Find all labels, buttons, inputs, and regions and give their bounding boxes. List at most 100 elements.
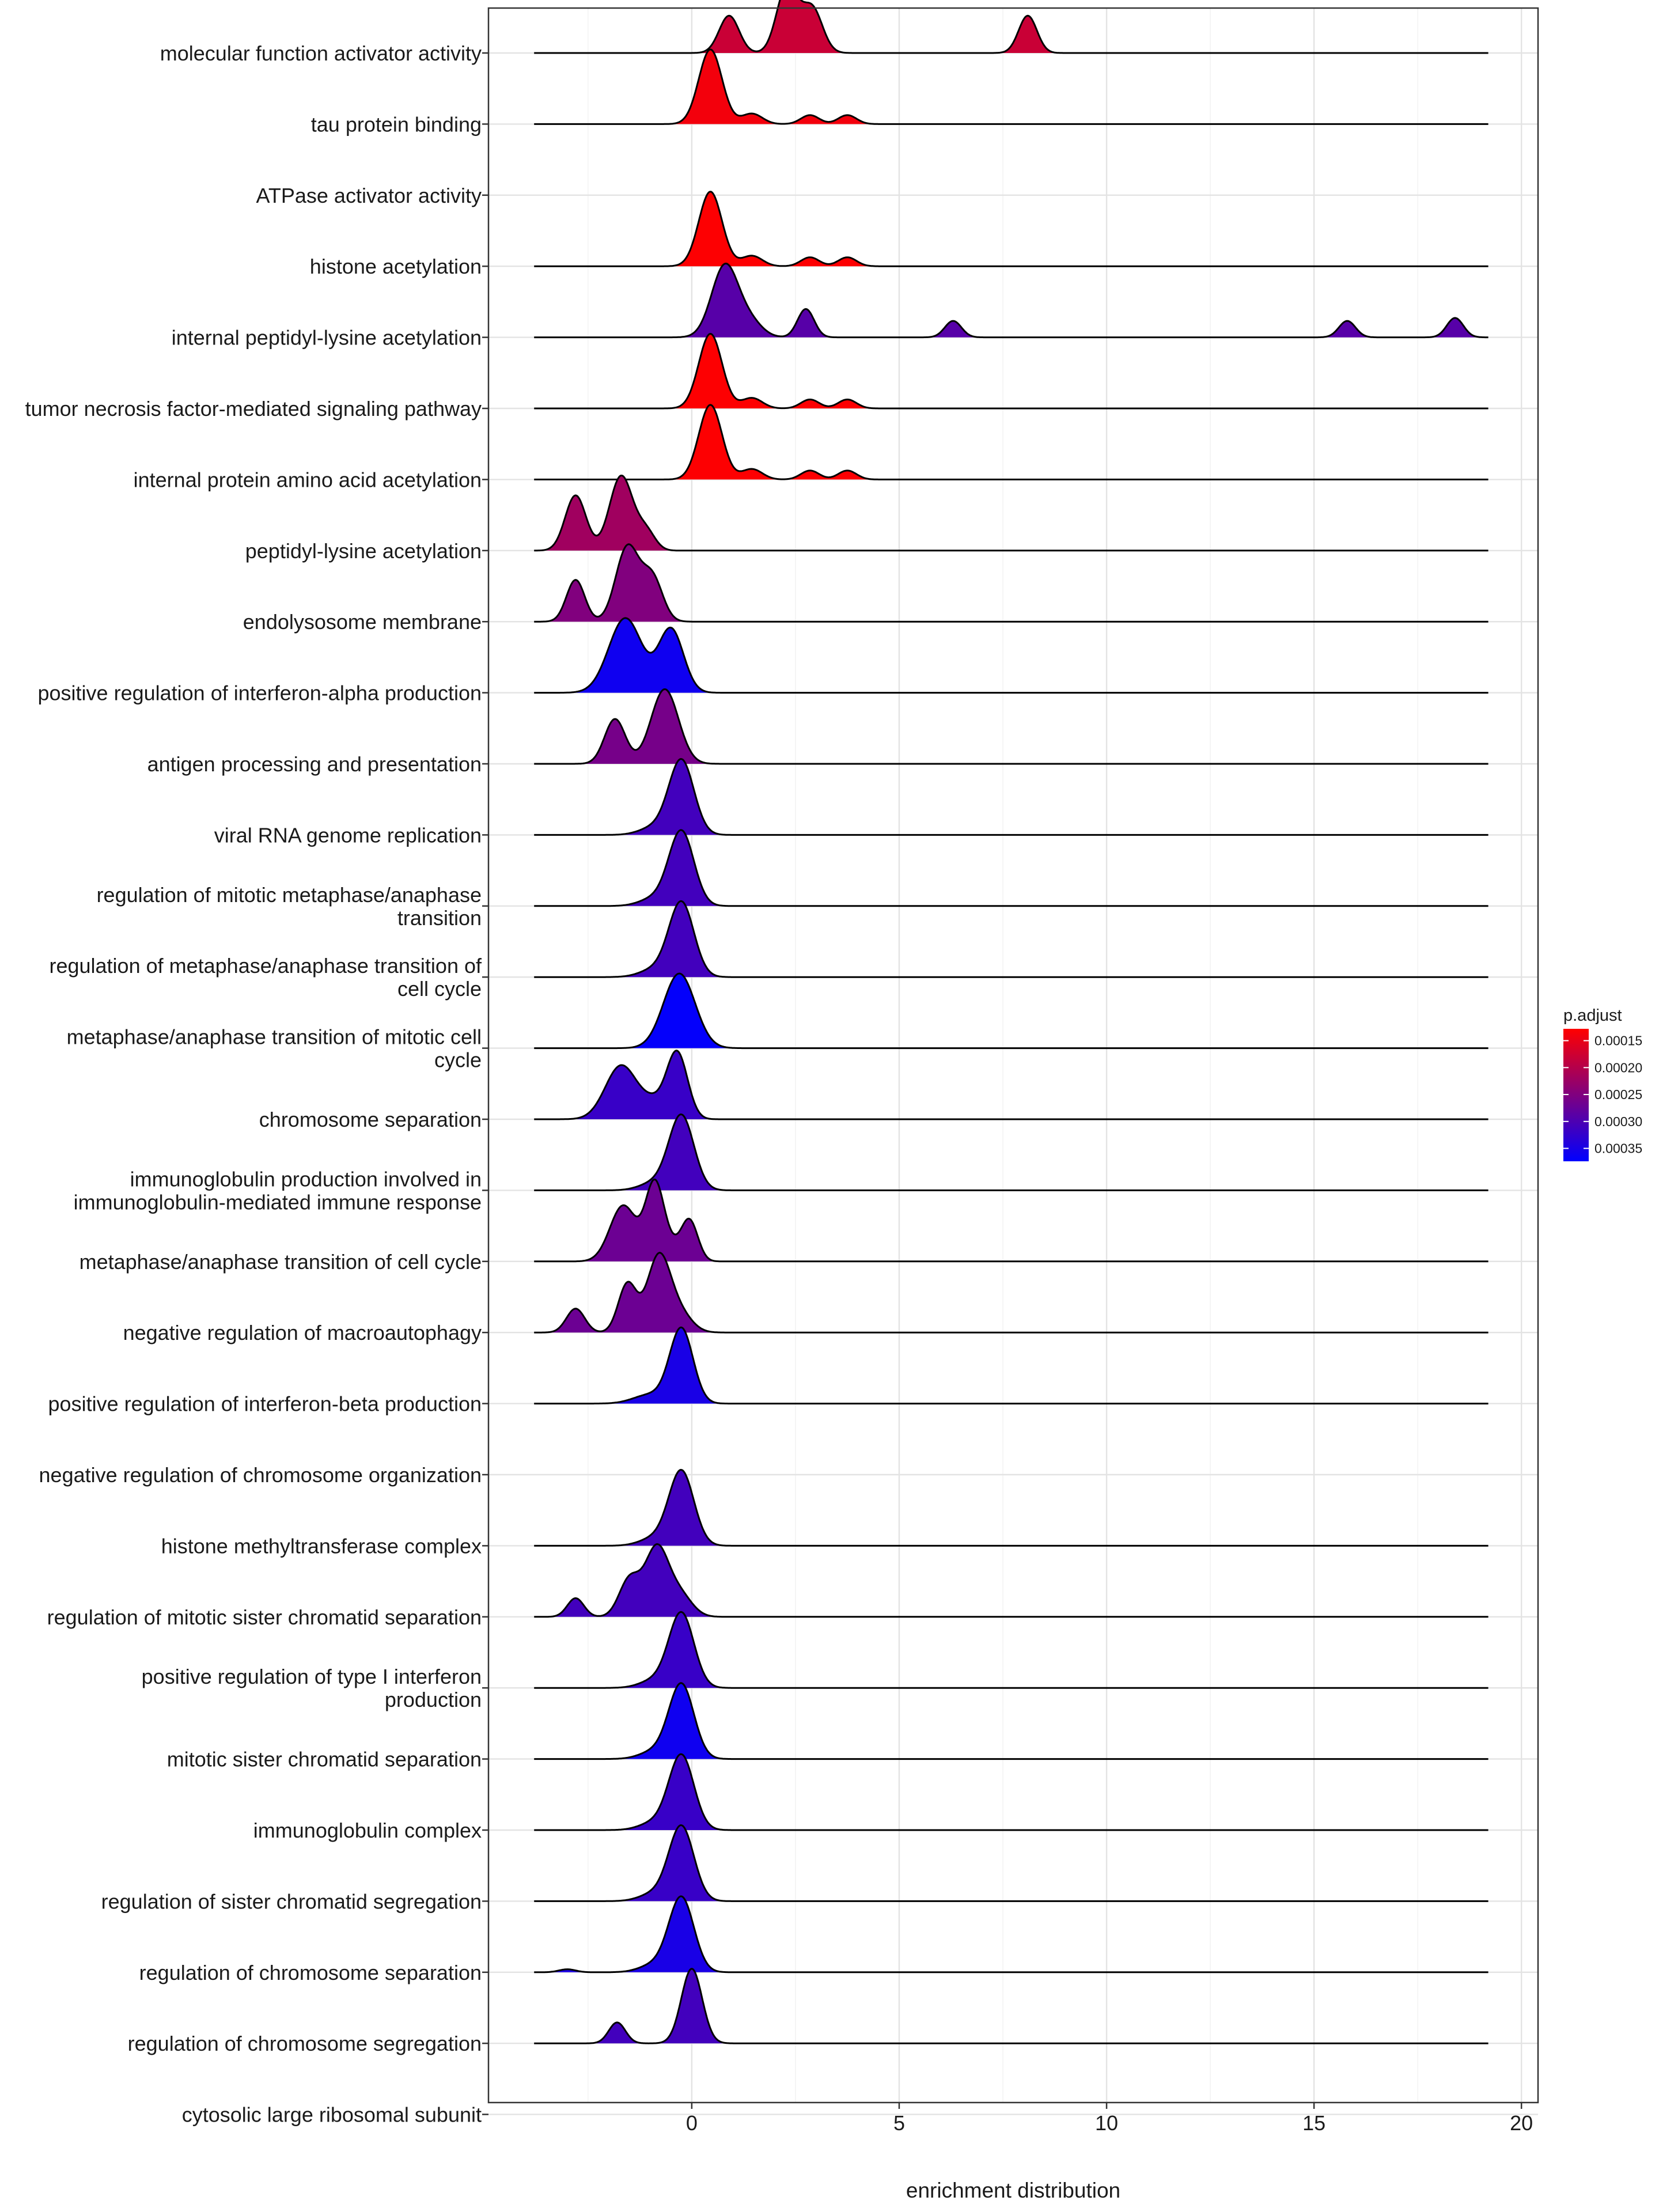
y-tick-label: internal peptidyl-lysine acetylation: [172, 326, 482, 350]
ridge-5: [534, 333, 1488, 410]
y-tick-label: regulation of metaphase/anaphase transit…: [49, 954, 482, 978]
y-tick-label: tumor necrosis factor-mediated signaling…: [25, 397, 482, 421]
y-tick-label: ATPase activator activity: [256, 184, 482, 207]
legend-tick-label: 0.00030: [1594, 1114, 1642, 1129]
x-axis-title: enrichment distribution: [906, 2179, 1120, 2202]
ridge-10: [534, 688, 1488, 765]
ridge-15: [534, 1050, 1488, 1120]
ridge-1: [534, 48, 1488, 125]
ridge-outline: [534, 617, 1488, 694]
ridge-area: [534, 0, 1488, 53]
ridge-23: [534, 1611, 1488, 1689]
x-tick-label: 5: [893, 2111, 905, 2135]
ridge-outline: [534, 1050, 1488, 1120]
ridge-outline: [534, 48, 1488, 125]
y-tick-label: positive regulation of interferon-alpha …: [38, 681, 482, 705]
ridge-outline: [534, 404, 1488, 480]
ridge-8: [534, 543, 1488, 623]
y-tick-label: cell cycle: [397, 977, 482, 1001]
ridge-19: [534, 1326, 1488, 1405]
y-tick-label: immunoglobulin complex: [253, 1819, 482, 1842]
y-tick-label: negative regulation of chromosome organi…: [39, 1463, 482, 1487]
y-tick-label: endolysosome membrane: [243, 610, 482, 634]
ridge-11: [534, 758, 1488, 836]
y-tick-label: positive regulation of interferon-beta p…: [48, 1392, 482, 1416]
ridge-outline: [534, 1543, 1488, 1618]
y-tick-label: histone methyltransferase complex: [161, 1534, 482, 1558]
ridge-outline: [534, 543, 1488, 623]
ridges: [534, 0, 1488, 2044]
ridge-outline: [534, 1968, 1488, 2044]
legend-title: p.adjust: [1563, 1006, 1622, 1025]
ridge-outline: [534, 900, 1488, 978]
ridge-7: [534, 475, 1488, 552]
y-tick-label: cycle: [434, 1048, 482, 1072]
ridge-18: [534, 1252, 1488, 1334]
ridge-area: [534, 1252, 1488, 1333]
y-tick-label: molecular function activator activity: [160, 41, 482, 65]
ridge-outline: [534, 1895, 1488, 1974]
panel-border: [487, 7, 1539, 2104]
ridge-outline: [534, 688, 1488, 765]
ridge-outline: [534, 263, 1488, 339]
y-tick-label: transition: [397, 906, 482, 930]
ridge-outline: [534, 475, 1488, 552]
ridge-area: [534, 689, 1488, 764]
y-tick-label: mitotic sister chromatid separation: [167, 1748, 482, 1771]
x-tick-label: 15: [1302, 2111, 1325, 2135]
y-tick-label: regulation of chromosome segregation: [128, 2032, 482, 2055]
ridge-area: [534, 1544, 1488, 1617]
ridge-outline: [534, 333, 1488, 410]
y-tick-label: immunoglobulin-mediated immune response: [74, 1190, 482, 1214]
x-tick-label: 20: [1510, 2111, 1533, 2135]
ridge-area: [534, 263, 1488, 338]
y-tick-label: positive regulation of type I interferon: [142, 1665, 482, 1688]
ridge-outline: [534, 1753, 1488, 1831]
y-tick-label: production: [385, 1688, 482, 1711]
ridge-12: [534, 829, 1488, 907]
legend-tick-label: 0.00035: [1594, 1141, 1642, 1156]
ridge-outline: [534, 972, 1488, 1050]
y-tick-label: antigen processing and presentation: [147, 752, 482, 776]
ridge-outline: [534, 1179, 1488, 1263]
ridge-0: [534, 0, 1488, 54]
ridge-26: [534, 1824, 1488, 1902]
ridge-outline: [534, 1252, 1488, 1334]
y-tick-label: metaphase/anaphase transition of mitotic…: [67, 1025, 482, 1049]
ridge-27: [534, 1895, 1488, 1974]
ridge-area: [534, 618, 1488, 693]
x-tick-label: 10: [1095, 2111, 1118, 2135]
x-axis: 0 5 10 15 20: [686, 2103, 1533, 2135]
y-tick-label: regulation of mitotic sister chromatid s…: [47, 1605, 482, 1629]
ridge-25: [534, 1753, 1488, 1831]
ridge-24: [534, 1682, 1488, 1760]
legend: p.adjust 0.00015 0.00020 0.00025 0.00030 0.0…: [1563, 1006, 1642, 1161]
ridge-outline: [534, 191, 1488, 267]
y-axis: molecular function activator activity tau…: [25, 41, 488, 2127]
legend-tick-label: 0.00015: [1594, 1033, 1642, 1048]
ridge-outline: [534, 1469, 1488, 1547]
y-tick-label: regulation of chromosome separation: [139, 1961, 482, 1984]
y-tick-label: tau protein binding: [311, 112, 482, 136]
x-tick-label: 0: [686, 2111, 698, 2135]
y-tick-label: metaphase/anaphase transition of cell cy…: [79, 1250, 482, 1274]
ridge-9: [534, 617, 1488, 694]
ridge-14: [534, 972, 1488, 1050]
ridge-outline: [534, 1682, 1488, 1760]
ridge-13: [534, 900, 1488, 978]
y-tick-label: viral RNA genome replication: [214, 823, 482, 847]
ridge-21: [534, 1469, 1488, 1547]
y-tick-label: internal protein amino acid acetylation: [134, 468, 482, 491]
y-tick-label: chromosome separation: [259, 1108, 482, 1131]
legend-tick-label: 0.00025: [1594, 1087, 1642, 1102]
ridge-outline: [534, 1611, 1488, 1689]
ridge-outline: [534, 0, 1488, 54]
y-tick-label: cytosolic large ribosomal subunit: [182, 2103, 482, 2127]
ridge-outline: [534, 829, 1488, 907]
y-tick-label: regulation of sister chromatid segregati…: [101, 1889, 482, 1913]
ridge-4: [534, 263, 1488, 339]
ridge-22: [534, 1543, 1488, 1618]
ridge-outline: [534, 758, 1488, 836]
